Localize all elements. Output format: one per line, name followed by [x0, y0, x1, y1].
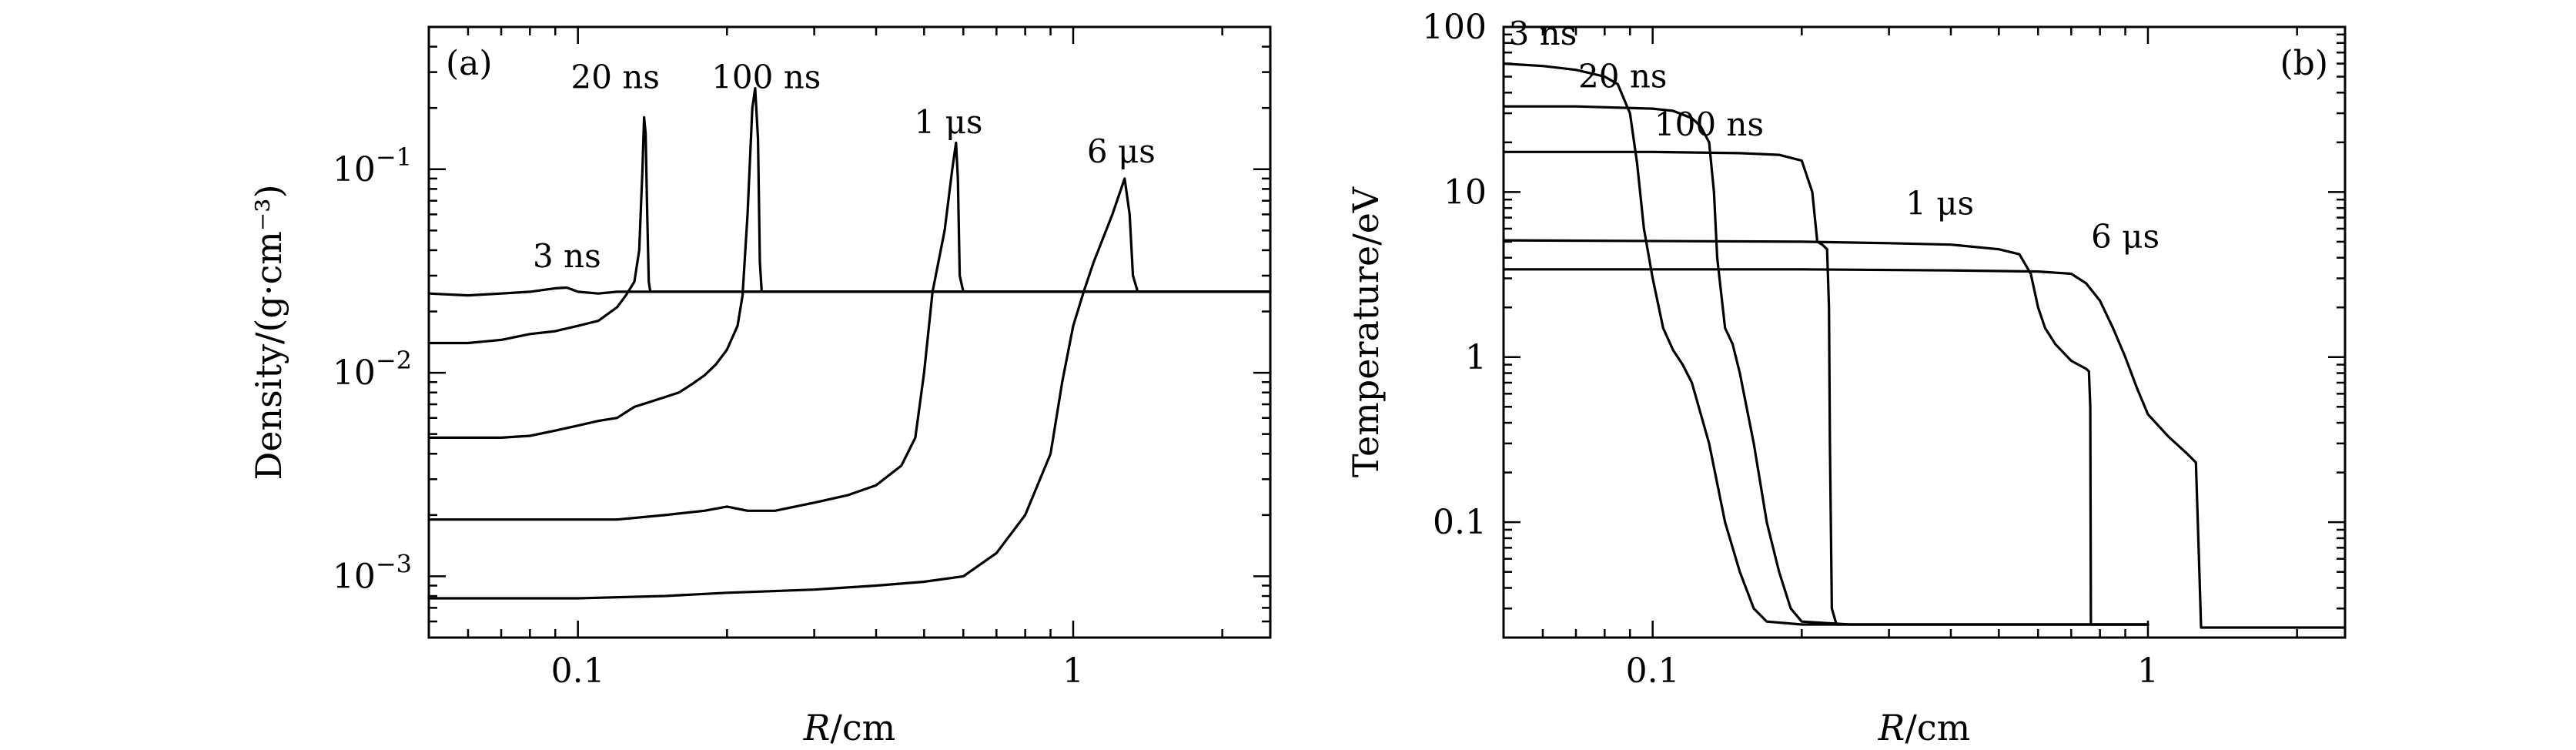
- series-label-100-ns: 100 ns: [711, 59, 821, 96]
- y-axis-label: Density/(g·cm⁻³): [248, 184, 289, 480]
- x-axis-label: R/cm: [1878, 707, 1971, 748]
- y-tick-base: 10: [333, 557, 376, 596]
- series-label-6-s: 6 μs: [2091, 218, 2159, 256]
- y-tick-label: 10−2: [333, 346, 412, 393]
- series-line-1-s: [1502, 239, 2149, 626]
- series-line-6-s: [1502, 268, 2347, 629]
- series-line-1-s: [427, 141, 1272, 521]
- series-label-100-ns: 100 ns: [1654, 105, 1764, 143]
- y-axis-label: Temperature/eV: [1345, 186, 1387, 477]
- x-tick-label: 1: [2137, 651, 2159, 691]
- y-tick-exponent: −2: [376, 346, 412, 375]
- x-axis-label-symbol: R: [803, 707, 831, 748]
- x-axis-label-symbol: R: [1878, 707, 1905, 748]
- panel-label: (a): [446, 44, 493, 83]
- plot-frame: [427, 25, 1272, 639]
- panel-label: (b): [2280, 44, 2329, 83]
- y-tick-label: 0.1: [1433, 503, 1487, 542]
- series-line-100-ns: [1502, 150, 2149, 626]
- y-tick-base: 10: [333, 353, 376, 393]
- x-axis-label-unit: /cm: [830, 707, 895, 748]
- x-tick-label: 1: [1062, 651, 1084, 691]
- y-tick-label: 100: [1422, 8, 1487, 47]
- series-line-6-s: [427, 177, 1272, 600]
- series-line-3-ns: [1502, 62, 2149, 626]
- series-line-20-ns: [1502, 105, 2149, 626]
- x-tick-label: 0.1: [551, 651, 605, 691]
- y-tick-base: 10: [333, 150, 376, 189]
- y-tick-label: 10−1: [333, 142, 412, 189]
- x-tick-label: 0.1: [1626, 651, 1680, 691]
- series-label-20-ns: 20 ns: [1578, 58, 1667, 95]
- series-label-1-s: 1 μs: [1905, 185, 1974, 223]
- series-line-100-ns: [427, 87, 1272, 439]
- y-tick-label: 10−3: [333, 549, 412, 596]
- series-line-20-ns: [427, 116, 1272, 345]
- y-tick-exponent: −1: [376, 142, 412, 172]
- series-label-6-s: 6 μs: [1087, 132, 1156, 170]
- series-label-3-ns: 3 ns: [533, 237, 601, 275]
- x-axis-label-unit: /cm: [1905, 707, 1970, 748]
- y-tick-label: 1: [1465, 338, 1487, 377]
- y-tick-exponent: −3: [376, 549, 412, 578]
- x-axis-label: R/cm: [803, 707, 896, 748]
- plot-frame: [1502, 25, 2347, 639]
- series-label-20-ns: 20 ns: [571, 59, 660, 96]
- series-label-1-s: 1 μs: [915, 103, 983, 141]
- y-tick-label: 10: [1444, 172, 1487, 212]
